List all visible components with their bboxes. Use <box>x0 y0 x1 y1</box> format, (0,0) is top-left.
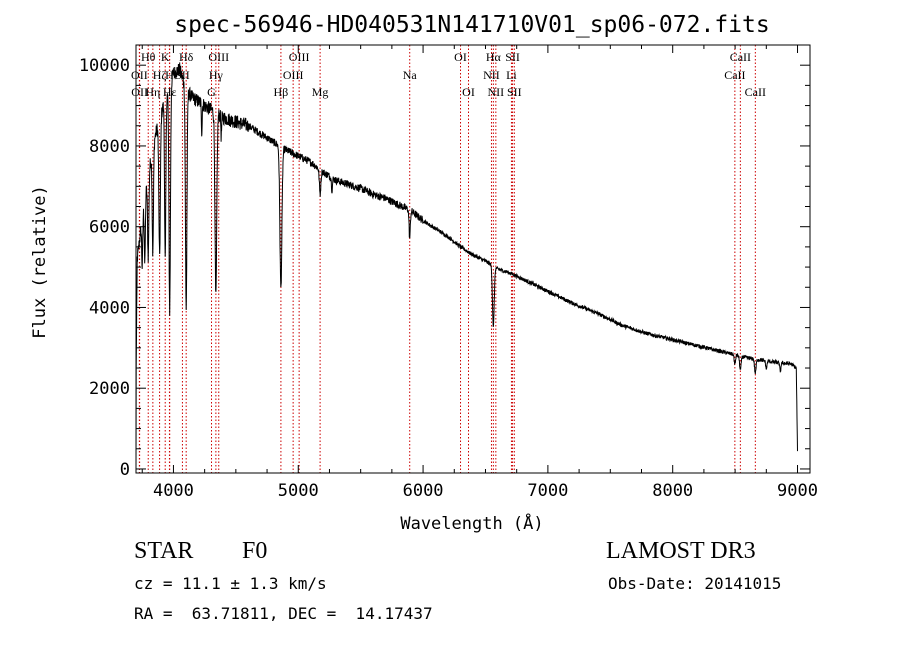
x-axis-label: Wavelength (Å) <box>400 512 543 534</box>
line-marker-label: Hθ <box>141 50 156 64</box>
line-marker-label: OIII <box>208 50 229 64</box>
line-marker-label: Hβ <box>274 85 289 99</box>
line-marker-label: Mg <box>312 85 329 99</box>
line-marker-label: Na <box>403 68 418 82</box>
line-marker-label: SII <box>507 85 522 99</box>
redshift-value: cz = 11.1 ± 1.3 km/s <box>134 574 327 593</box>
x-tick-label: 5000 <box>278 481 319 501</box>
coordinates: RA = 63.71811, DEC = 14.17437 <box>134 604 433 623</box>
line-markers <box>138 45 756 473</box>
line-marker-label: Hη <box>145 85 160 99</box>
y-tick-label: 10000 <box>79 56 130 76</box>
line-marker-label: OIII <box>289 50 310 64</box>
x-tick-label: 9000 <box>777 481 818 501</box>
line-marker-label: Hγ <box>209 68 224 82</box>
x-tick-label: 8000 <box>652 481 693 501</box>
x-tick-label: 7000 <box>527 481 568 501</box>
line-marker-label: Hζ <box>153 68 167 82</box>
line-marker-label: OII <box>131 85 148 99</box>
chart-title: spec-56946-HD040531N141710V01_sp06-072.f… <box>174 12 769 38</box>
object-subclass: F0 <box>242 538 268 564</box>
line-marker-label: CaII <box>730 50 751 64</box>
line-marker-label: OI <box>462 85 475 99</box>
line-marker-label: SII <box>505 50 520 64</box>
line-marker-label: NII <box>483 68 500 82</box>
y-tick-label: 8000 <box>89 137 130 157</box>
x-tick-label: 4000 <box>153 481 194 501</box>
line-marker-label: Li <box>506 68 517 82</box>
y-tick-label: 2000 <box>89 379 130 399</box>
line-marker-label: NII <box>488 85 505 99</box>
line-marker-label: Hδ <box>179 50 194 64</box>
y-tick-label: 0 <box>120 460 130 480</box>
line-marker-label: Hε <box>163 85 177 99</box>
line-marker-label: CaII <box>745 85 766 99</box>
line-marker-label: K <box>161 50 170 64</box>
survey-name: LAMOST DR3 <box>606 538 756 564</box>
line-marker-label: Hα <box>486 50 502 64</box>
line-marker-label: OI <box>454 50 467 64</box>
spectrum-line <box>135 62 798 470</box>
obs-date: Obs-Date: 20141015 <box>608 574 782 593</box>
y-tick-label: 4000 <box>89 298 130 318</box>
line-marker-labels: HθOIIOIIHηHζKHHεHδSIIGOIIIHγHβOIIIOIIIMg… <box>131 50 766 99</box>
plot-frame <box>135 44 811 474</box>
axis-ticks: 4000 5000 6000 7000 8000 9000 0 2000 4000 6000 800… <box>79 45 818 501</box>
line-marker-label: CaII <box>724 68 745 82</box>
x-tick-label: 6000 <box>403 481 444 501</box>
y-tick-label: 6000 <box>89 218 130 238</box>
line-marker-label: H <box>165 68 174 82</box>
object-type: STAR <box>134 538 194 564</box>
y-axis-label: Flux (relative) <box>30 185 50 339</box>
line-marker-label: OIII <box>283 68 304 82</box>
line-marker-label: OII <box>131 68 148 82</box>
line-marker-label: G <box>207 85 216 99</box>
